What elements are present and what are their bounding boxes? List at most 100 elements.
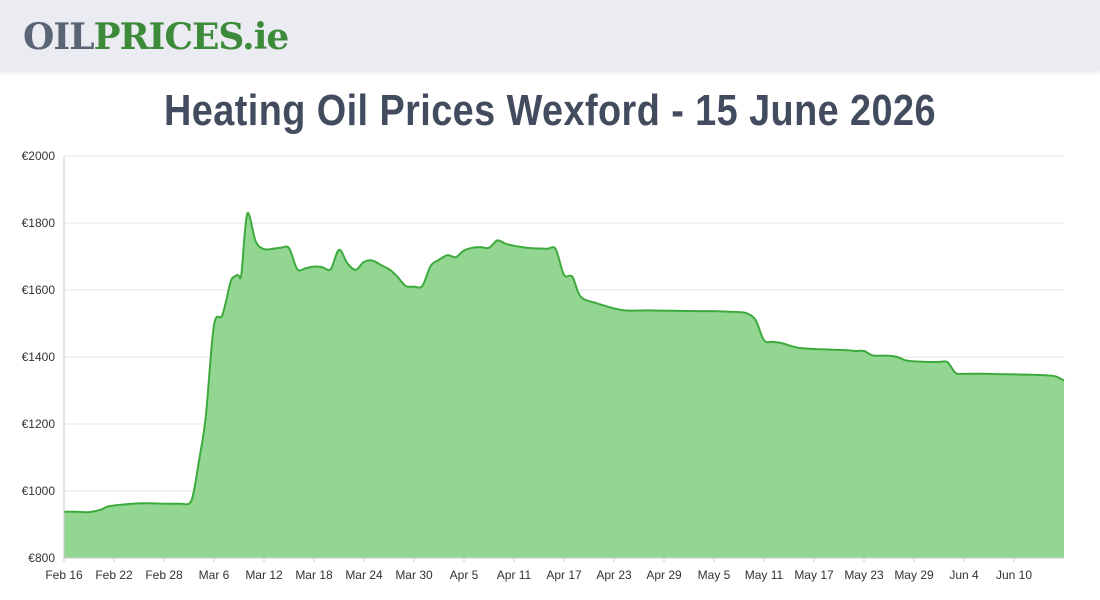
data-point[interactable] xyxy=(853,348,859,354)
data-point[interactable] xyxy=(219,312,225,318)
data-point[interactable] xyxy=(961,371,967,377)
data-point[interactable] xyxy=(753,317,759,323)
data-point[interactable] xyxy=(1044,372,1050,378)
data-point[interactable] xyxy=(503,241,509,247)
data-point[interactable] xyxy=(453,254,459,260)
x-tick-label: Mar 12 xyxy=(245,568,283,582)
data-point[interactable] xyxy=(203,414,209,420)
data-point[interactable] xyxy=(594,300,600,306)
price-line[interactable] xyxy=(63,212,1065,514)
data-point[interactable] xyxy=(869,352,875,358)
data-point[interactable] xyxy=(403,283,409,289)
data-point[interactable] xyxy=(894,354,900,360)
data-point[interactable] xyxy=(736,309,742,315)
data-point[interactable] xyxy=(1061,378,1067,384)
data-point[interactable] xyxy=(769,339,775,345)
data-point[interactable] xyxy=(328,266,334,272)
data-point[interactable] xyxy=(936,359,942,365)
data-point[interactable] xyxy=(1028,372,1034,378)
data-point[interactable] xyxy=(161,501,167,507)
data-point[interactable] xyxy=(944,359,950,365)
data-point[interactable] xyxy=(728,309,734,315)
data-point[interactable] xyxy=(394,274,400,280)
data-point[interactable] xyxy=(386,266,392,272)
data-point[interactable] xyxy=(419,283,425,289)
data-point[interactable] xyxy=(778,340,784,346)
data-point[interactable] xyxy=(994,371,1000,377)
data-point[interactable] xyxy=(228,279,234,285)
data-point[interactable] xyxy=(553,246,559,252)
data-point[interactable] xyxy=(544,246,550,252)
data-point[interactable] xyxy=(303,265,309,271)
data-point[interactable] xyxy=(486,245,492,251)
data-point[interactable] xyxy=(269,246,275,252)
data-point[interactable] xyxy=(411,284,417,290)
data-point[interactable] xyxy=(378,262,384,268)
data-point[interactable] xyxy=(578,294,584,300)
data-point[interactable] xyxy=(528,245,534,251)
data-point[interactable] xyxy=(1053,373,1059,379)
data-point[interactable] xyxy=(444,252,450,258)
data-point[interactable] xyxy=(919,359,925,365)
data-point[interactable] xyxy=(978,371,984,377)
data-point[interactable] xyxy=(239,270,245,276)
data-point[interactable] xyxy=(928,359,934,365)
data-point[interactable] xyxy=(436,257,442,263)
data-point[interactable] xyxy=(953,370,959,376)
data-point[interactable] xyxy=(861,348,867,354)
data-point[interactable] xyxy=(294,266,300,272)
data-point[interactable] xyxy=(369,258,375,264)
site-logo[interactable]: OILPRICES.ie xyxy=(23,14,289,60)
data-point[interactable] xyxy=(428,263,434,269)
data-point[interactable] xyxy=(244,211,250,217)
data-point[interactable] xyxy=(511,243,517,249)
data-point[interactable] xyxy=(744,311,750,317)
data-point[interactable] xyxy=(494,237,500,243)
data-point[interactable] xyxy=(569,274,575,280)
data-point[interactable] xyxy=(336,247,342,253)
data-point[interactable] xyxy=(186,501,192,507)
data-point[interactable] xyxy=(211,322,217,328)
data-point[interactable] xyxy=(353,267,359,273)
data-point[interactable] xyxy=(469,245,475,251)
data-point[interactable] xyxy=(169,501,175,507)
data-point[interactable] xyxy=(344,260,350,266)
data-point[interactable] xyxy=(761,337,767,343)
data-point[interactable] xyxy=(286,245,292,251)
data-point[interactable] xyxy=(561,272,567,278)
data-point[interactable] xyxy=(694,308,700,314)
data-point[interactable] xyxy=(311,264,317,270)
data-point[interactable] xyxy=(1011,371,1017,377)
data-point[interactable] xyxy=(844,347,850,353)
data-point[interactable] xyxy=(190,491,196,497)
data-point[interactable] xyxy=(478,244,484,250)
data-point[interactable] xyxy=(794,345,800,351)
data-point[interactable] xyxy=(828,347,834,353)
data-point[interactable] xyxy=(811,346,817,352)
data-point[interactable] xyxy=(196,458,202,464)
data-point[interactable] xyxy=(536,246,542,252)
data-point[interactable] xyxy=(278,245,284,251)
data-point[interactable] xyxy=(903,357,909,363)
data-point[interactable] xyxy=(361,259,367,265)
data-point[interactable] xyxy=(136,500,142,506)
data-point[interactable] xyxy=(711,308,717,314)
data-point[interactable] xyxy=(644,307,650,313)
data-point[interactable] xyxy=(619,307,625,313)
data-point[interactable] xyxy=(886,353,892,359)
x-tick-label: Mar 18 xyxy=(295,568,333,582)
data-point[interactable] xyxy=(261,246,267,252)
data-point[interactable] xyxy=(74,509,80,515)
data-point[interactable] xyxy=(86,509,92,515)
x-tick-label: May 29 xyxy=(894,568,934,582)
data-point[interactable] xyxy=(911,358,917,364)
data-point[interactable] xyxy=(319,264,325,270)
data-point[interactable] xyxy=(178,501,184,507)
data-point[interactable] xyxy=(669,308,675,314)
data-point[interactable] xyxy=(878,353,884,359)
data-point[interactable] xyxy=(99,506,105,512)
data-point[interactable] xyxy=(461,248,467,254)
data-point[interactable] xyxy=(153,500,159,506)
data-point[interactable] xyxy=(107,503,113,509)
data-point[interactable] xyxy=(253,238,259,244)
